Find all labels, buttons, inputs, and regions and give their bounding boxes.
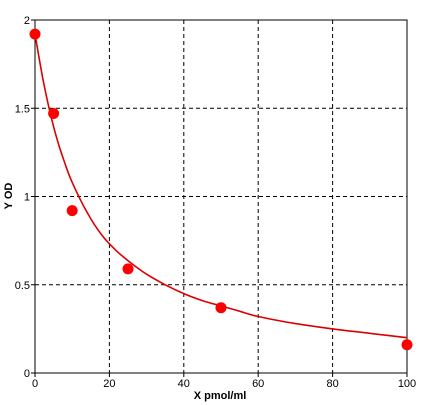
data-point-2 xyxy=(66,205,78,217)
fit-curve xyxy=(34,33,408,339)
y-tick-label-3: 1.5 xyxy=(15,103,30,115)
y-axis-label: Y OD xyxy=(3,183,15,210)
x-tick-label-4: 80 xyxy=(326,378,338,390)
data-point-4 xyxy=(215,302,227,314)
fit-curve-group xyxy=(34,33,408,339)
data-points xyxy=(29,28,413,351)
grid-lines xyxy=(35,20,407,373)
x-tick-label-1: 20 xyxy=(103,378,115,390)
y-tick-label-0: 0 xyxy=(24,368,30,380)
y-tick-labels: 0 0.5 1 1.5 2 xyxy=(15,15,35,380)
x-tick-label-5: 100 xyxy=(398,378,416,390)
y-tick-label-2: 1 xyxy=(24,192,30,204)
x-tick-labels: 0 20 40 60 80 100 xyxy=(32,373,416,390)
x-tick-label-3: 60 xyxy=(252,378,264,390)
data-point-0 xyxy=(29,28,41,40)
y-tick-label-4: 2 xyxy=(24,15,30,27)
data-point-1 xyxy=(48,108,60,120)
data-point-5 xyxy=(401,339,413,351)
x-tick-label-0: 0 xyxy=(32,378,38,390)
x-axis-label: X pmol/ml xyxy=(194,390,247,402)
y-tick-label-1: 0.5 xyxy=(15,280,30,292)
data-point-3 xyxy=(122,263,134,275)
x-tick-label-2: 40 xyxy=(178,378,190,390)
